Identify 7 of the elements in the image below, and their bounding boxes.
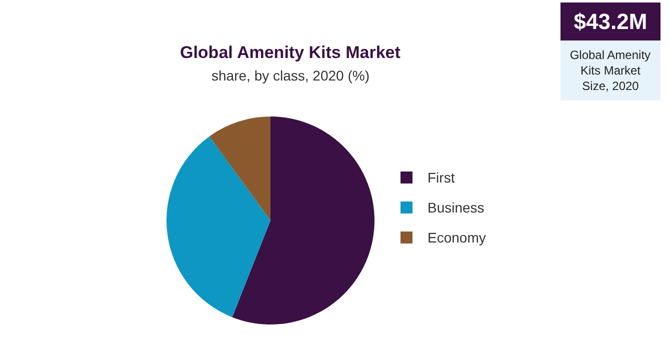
legend-label: Economy <box>428 230 486 246</box>
legend-label: Business <box>428 200 484 216</box>
chart-title: Global Amenity Kits Market <box>180 43 401 62</box>
legend-label: First <box>428 170 455 186</box>
chart-subtitle: share, by class, 2020 (%) <box>212 68 370 84</box>
text: $43.2M <box>574 9 648 34</box>
text: Global Amenity Kits Market Size, 2020 <box>570 48 651 93</box>
